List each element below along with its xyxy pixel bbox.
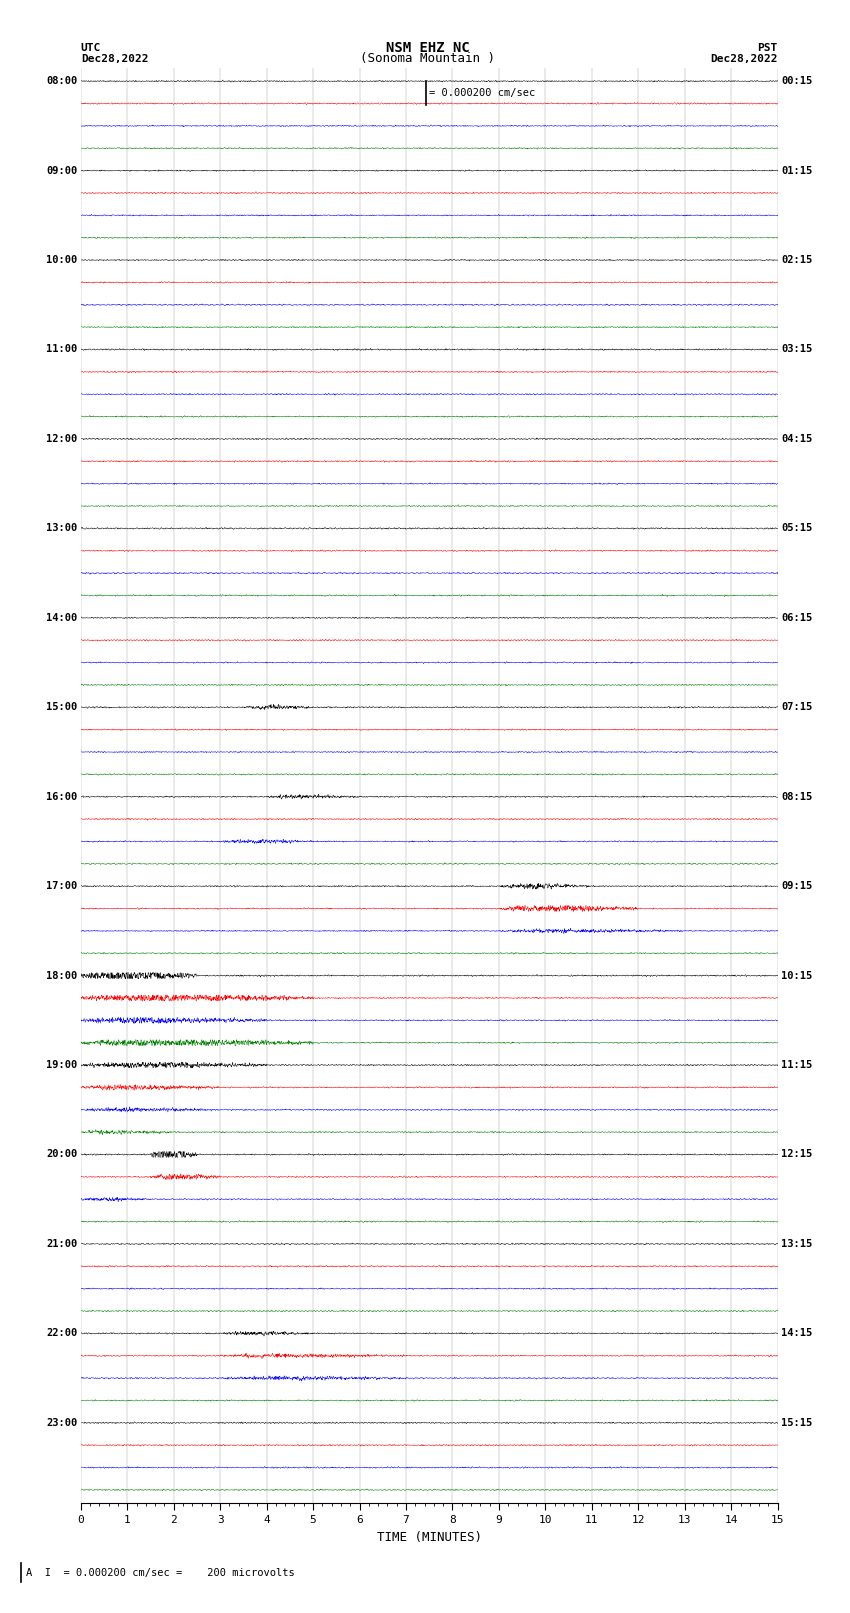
Text: 16:00: 16:00	[46, 792, 77, 802]
Text: 04:15: 04:15	[781, 434, 813, 444]
Text: 05:15: 05:15	[781, 523, 813, 534]
Text: 12:15: 12:15	[781, 1150, 813, 1160]
Text: Dec28,2022: Dec28,2022	[711, 53, 778, 65]
Text: 17:00: 17:00	[46, 881, 77, 890]
Text: 23:00: 23:00	[46, 1418, 77, 1428]
Text: 14:15: 14:15	[781, 1329, 813, 1339]
Text: 15:00: 15:00	[46, 702, 77, 713]
Text: 07:15: 07:15	[781, 702, 813, 713]
Text: 02:15: 02:15	[781, 255, 813, 265]
Text: UTC: UTC	[81, 42, 101, 53]
Text: 06:15: 06:15	[781, 613, 813, 623]
Text: NSM EHZ NC: NSM EHZ NC	[386, 40, 469, 55]
Text: 09:15: 09:15	[781, 881, 813, 890]
Text: 14:00: 14:00	[46, 613, 77, 623]
Text: 03:15: 03:15	[781, 345, 813, 355]
Text: 10:00: 10:00	[46, 255, 77, 265]
Text: 00:15: 00:15	[781, 76, 813, 85]
Text: 09:00: 09:00	[46, 166, 77, 176]
Text: 10:15: 10:15	[781, 971, 813, 981]
Text: 11:00: 11:00	[46, 345, 77, 355]
Text: = 0.000200 cm/sec: = 0.000200 cm/sec	[429, 87, 536, 98]
Text: 18:00: 18:00	[46, 971, 77, 981]
Text: A  I  = 0.000200 cm/sec =    200 microvolts: A I = 0.000200 cm/sec = 200 microvolts	[26, 1568, 294, 1578]
Text: 15:15: 15:15	[781, 1418, 813, 1428]
Text: 13:15: 13:15	[781, 1239, 813, 1248]
Text: 22:00: 22:00	[46, 1329, 77, 1339]
X-axis label: TIME (MINUTES): TIME (MINUTES)	[377, 1531, 482, 1544]
Text: 08:15: 08:15	[781, 792, 813, 802]
Text: 12:00: 12:00	[46, 434, 77, 444]
Text: 19:00: 19:00	[46, 1060, 77, 1069]
Text: Dec28,2022: Dec28,2022	[81, 53, 148, 65]
Text: 11:15: 11:15	[781, 1060, 813, 1069]
Text: 20:00: 20:00	[46, 1150, 77, 1160]
Text: 01:15: 01:15	[781, 166, 813, 176]
Text: 13:00: 13:00	[46, 523, 77, 534]
Text: 08:00: 08:00	[46, 76, 77, 85]
Text: 21:00: 21:00	[46, 1239, 77, 1248]
Text: PST: PST	[757, 42, 778, 53]
Text: (Sonoma Mountain ): (Sonoma Mountain )	[360, 52, 495, 66]
